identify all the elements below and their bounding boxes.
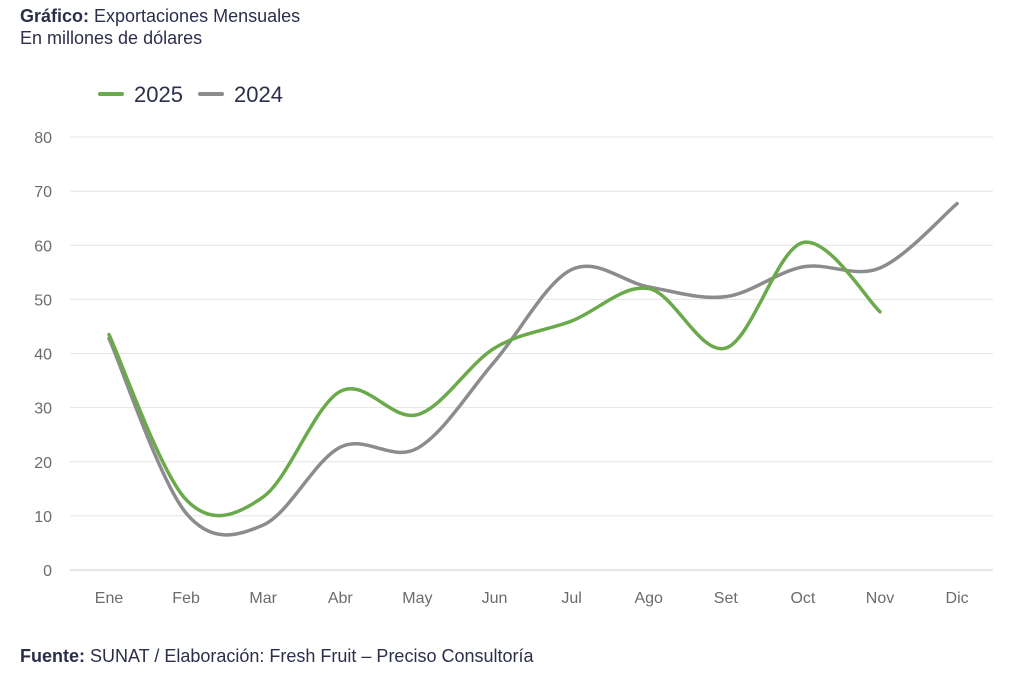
chart-subtitle: En millones de dólares <box>20 28 203 48</box>
y-tick-label: 30 <box>34 401 52 418</box>
x-tick-label: Feb <box>172 590 200 607</box>
x-tick-label: Set <box>714 590 739 607</box>
y-tick-label: 50 <box>34 292 52 309</box>
y-tick-label: 10 <box>34 509 52 526</box>
legend-label: 2025 <box>134 82 183 107</box>
legend-label: 2024 <box>234 82 283 107</box>
x-tick-label: May <box>402 590 432 607</box>
y-tick-label: 20 <box>34 455 52 472</box>
y-tick-label: 70 <box>34 184 52 201</box>
source-note: Fuente: SUNAT / Elaboración: Fresh Fruit… <box>20 646 534 667</box>
x-tick-label: Nov <box>866 590 894 607</box>
y-tick-label: 80 <box>34 130 52 147</box>
source-label: Fuente: <box>20 646 85 666</box>
x-tick-label: Jun <box>482 590 508 607</box>
title-label: Gráfico: <box>20 6 90 26</box>
x-tick-label: Dic <box>946 590 969 607</box>
source-text: SUNAT / Elaboración: Fresh Fruit – Preci… <box>85 646 534 666</box>
y-tick-label: 40 <box>34 347 52 364</box>
chart-title: Gráfico: Exportaciones Mensuales En mill… <box>20 5 300 49</box>
y-tick-label: 0 <box>43 563 52 580</box>
series-line-2024 <box>107 201 959 537</box>
x-tick-label: Jul <box>561 590 581 607</box>
x-tick-label: Oct <box>790 590 815 607</box>
x-tick-label: Mar <box>249 590 277 607</box>
y-tick-label: 60 <box>34 238 52 255</box>
series-line-2025 <box>107 240 882 518</box>
x-tick-label: Ene <box>95 590 124 607</box>
title-text: Exportaciones Mensuales <box>89 6 301 26</box>
x-tick-label: Abr <box>328 590 354 607</box>
x-tick-label: Ago <box>634 590 663 607</box>
